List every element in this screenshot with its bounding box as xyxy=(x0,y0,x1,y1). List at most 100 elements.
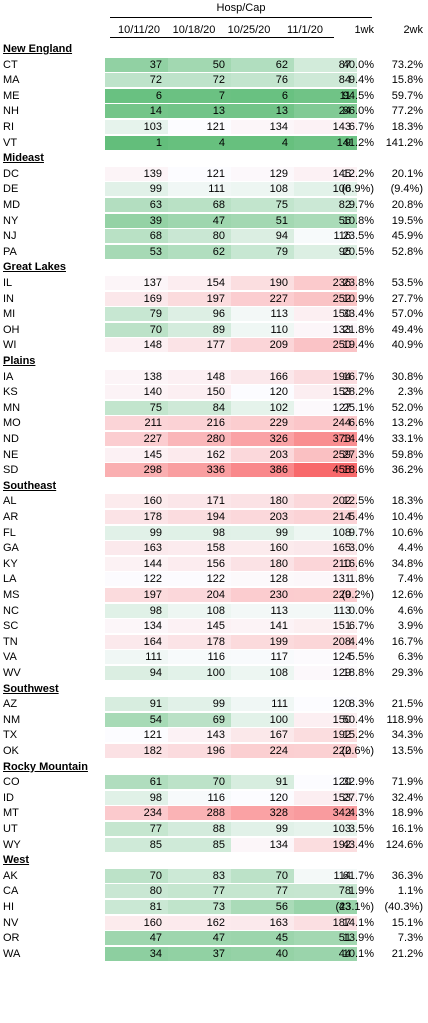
hosp-value-cell: 160 xyxy=(105,494,168,509)
state-code: MN xyxy=(3,401,21,414)
change-1wk: 33.4% xyxy=(342,308,374,321)
2wk-header: 2wk xyxy=(403,24,423,36)
hosp-value-cell: 84 xyxy=(168,400,231,415)
state-code: NJ xyxy=(3,230,17,243)
state-code: NY xyxy=(3,214,19,227)
hosp-value-cell: 153 xyxy=(294,385,357,400)
table-row: HI 81 73 56 43 (23.1%) (40.3%) xyxy=(0,900,428,915)
hosp-value-cell: 70 xyxy=(168,775,231,790)
change-1wk: 3.0% xyxy=(348,542,374,555)
hosp-value-cell: 99 xyxy=(231,822,294,836)
hosp-value-cell: 137 xyxy=(105,276,168,290)
hosp-value-cell: 134 xyxy=(105,619,168,634)
hosp-value-cell: 163 xyxy=(105,541,168,556)
hosp-value-cell: 40 xyxy=(231,946,294,961)
hosp-value-cell: 154 xyxy=(168,276,231,290)
hosp-value-cell: 222 xyxy=(294,744,357,758)
hosp-value-cell: 373 xyxy=(294,432,357,446)
change-1wk: (6.9%) xyxy=(341,183,374,196)
hosp-value-cell: 87 xyxy=(294,57,357,72)
hosp-value-cell: 82 xyxy=(294,198,357,212)
change-2wk: 19.5% xyxy=(391,214,423,227)
state-code: KY xyxy=(3,557,18,570)
hosp-value-cell: 280 xyxy=(168,432,231,446)
hosp-value-cell: 229 xyxy=(294,588,357,602)
hosp-value-cell: 51 xyxy=(231,213,294,228)
hosp-value-cell: 133 xyxy=(294,322,357,337)
table-row: TX 121 143 167 192 15.2% 34.3% xyxy=(0,728,428,743)
change-1wk: (23.1%) xyxy=(335,901,374,913)
change-2wk: 49.4% xyxy=(391,323,423,336)
hosp-value-cell: 134 xyxy=(231,837,294,852)
state-code: TN xyxy=(3,635,18,648)
hosp-value-cell: 34 xyxy=(105,946,168,961)
hosp-value-cell: 110 xyxy=(231,322,294,337)
hosp-value-cell: 50 xyxy=(168,57,231,72)
hosp-value-cell: 68 xyxy=(168,198,231,212)
hosp-value-cell: 120 xyxy=(294,697,357,712)
change-1wk: (0.6%) xyxy=(341,745,374,757)
table-row: IN 169 197 227 252 10.9% 27.7% xyxy=(0,291,428,307)
hosp-value-cell: 116 xyxy=(168,790,231,805)
hosp-value-cell: 73 xyxy=(168,900,231,914)
hosp-value-cell: 103 xyxy=(105,120,168,134)
change-2wk: 21.2% xyxy=(391,947,423,960)
hosp-value-cell: 111 xyxy=(168,182,231,197)
change-1wk: 4.4% xyxy=(348,635,374,648)
hosp-value-cell: 204 xyxy=(168,588,231,602)
hosp-value-cell: 100 xyxy=(168,666,231,680)
state-code: WY xyxy=(3,838,21,851)
change-2wk: 20.8% xyxy=(391,199,423,211)
change-1wk: 27.7% xyxy=(342,791,374,804)
hosp-value-cell: 81 xyxy=(105,900,168,914)
table-row: MO 211 216 229 244 6.6% 13.2% xyxy=(0,416,428,431)
change-1wk: 23.5% xyxy=(342,230,374,243)
hosp-value-cell: 124 xyxy=(294,650,357,665)
hosp-value-cell: 166 xyxy=(231,369,294,384)
hosp-value-cell: 77 xyxy=(168,884,231,899)
change-1wk: 10.8% xyxy=(342,214,374,227)
table-row: SD 298 336 386 458 18.6% 36.2% xyxy=(0,463,428,478)
date-header: 10/18/20 xyxy=(165,23,223,38)
hosp-value-cell: 72 xyxy=(168,73,231,88)
hosp-value-cell: 386 xyxy=(231,463,294,478)
hosp-value-cell: 98 xyxy=(168,525,231,540)
table-row: MI 79 96 113 150 33.4% 57.0% xyxy=(0,307,428,322)
hosp-value-cell: 210 xyxy=(294,556,357,571)
change-2wk: 53.5% xyxy=(391,277,423,289)
date-header: 11/1/20 xyxy=(276,23,334,38)
hosp-value-cell: 177 xyxy=(168,338,231,353)
hosp-value-cell: 326 xyxy=(231,432,294,446)
hosp-value-cell: 160 xyxy=(231,541,294,556)
hosp-value-cell: 163 xyxy=(231,915,294,930)
change-1wk: 6.7% xyxy=(348,121,374,133)
table-row: NY 39 47 51 56 10.8% 19.5% xyxy=(0,213,428,229)
table-row: NH 14 13 13 24 86.0% 77.2% xyxy=(0,104,428,119)
hosp-value-cell: 72 xyxy=(105,73,168,88)
change-1wk: 4.3% xyxy=(348,807,374,820)
hosp-value-cell: 77 xyxy=(231,884,294,899)
table-row: OR 47 47 45 51 13.9% 7.3% xyxy=(0,931,428,946)
hosp-value-cell: 100 xyxy=(294,182,357,197)
hosp-value-cell: 70 xyxy=(105,322,168,337)
hosp-value-cell: 4 xyxy=(168,135,231,150)
hosp-value-cell: 153 xyxy=(294,790,357,805)
hosp-value-cell: 116 xyxy=(294,229,357,244)
hosp-value-cell: 259 xyxy=(294,447,357,462)
hosp-value-cell: 94 xyxy=(231,229,294,244)
change-1wk: 16.7% xyxy=(342,370,374,383)
hosp-value-cell: 84 xyxy=(294,73,357,88)
table-row: WV 94 100 108 129 18.8% 29.3% xyxy=(0,666,428,681)
hosp-value-cell: 69 xyxy=(168,712,231,727)
state-code: RI xyxy=(3,121,14,133)
table-row: IA 138 148 166 194 16.7% 30.8% xyxy=(0,369,428,385)
hosp-value-cell: 167 xyxy=(231,728,294,743)
hosp-value-cell: 13 xyxy=(168,104,231,119)
state-code: IN xyxy=(3,292,14,305)
date-header: 10/11/20 xyxy=(110,23,168,38)
region-heading: Southeast xyxy=(3,479,57,492)
change-1wk: 10.1% xyxy=(342,947,374,960)
hosp-value-cell: 103 xyxy=(294,822,357,836)
change-1wk: 86.0% xyxy=(342,105,374,118)
hosp-value-cell: 11 xyxy=(294,88,357,103)
